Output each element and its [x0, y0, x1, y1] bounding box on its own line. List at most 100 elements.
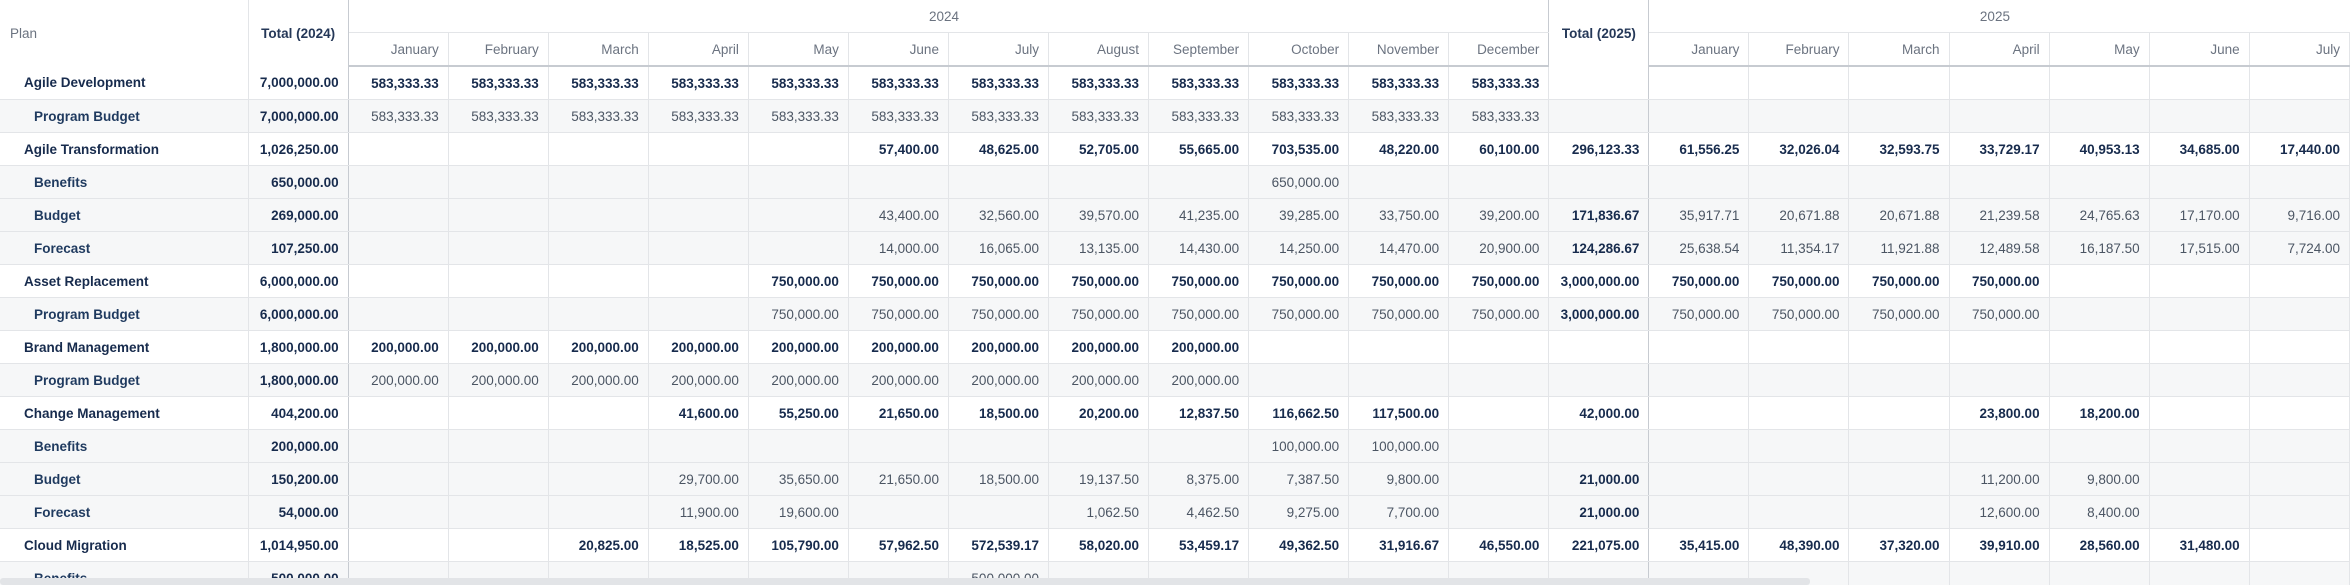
plan-name-cell[interactable]: Benefits	[0, 165, 249, 199]
month-value-cell[interactable]: 100,000.00	[1248, 429, 1350, 463]
month-value-cell[interactable]: 39,285.00	[1248, 198, 1350, 232]
total-2025-cell[interactable]: 3,000,000.00	[1548, 297, 1650, 331]
month-value-cell[interactable]	[2149, 330, 2250, 364]
month-value-cell[interactable]: 21,239.58	[1949, 198, 2050, 232]
plan-name-cell[interactable]: Change Management	[0, 396, 249, 430]
month-value-cell[interactable]: 21,650.00	[848, 396, 949, 430]
month-value-cell[interactable]	[1848, 165, 1950, 199]
month-value-cell[interactable]	[1448, 462, 1550, 496]
total-2025-cell[interactable]: 296,123.33	[1548, 132, 1650, 166]
month-value-cell[interactable]: 583,333.33	[448, 99, 549, 133]
plan-name-cell[interactable]: Budget	[0, 462, 249, 496]
month-value-cell[interactable]	[1748, 66, 1850, 100]
month-value-cell[interactable]	[448, 462, 549, 496]
month-value-cell[interactable]: 200,000.00	[648, 330, 749, 364]
month-value-cell[interactable]	[2049, 99, 2150, 133]
month-value-cell[interactable]	[1348, 165, 1450, 199]
total-2025-cell[interactable]: 21,000.00	[1548, 495, 1650, 529]
month-value-cell[interactable]: 200,000.00	[948, 363, 1050, 397]
total-2025-cell[interactable]	[1548, 99, 1650, 133]
month-value-cell[interactable]	[2249, 297, 2350, 331]
month-value-cell[interactable]	[1648, 66, 1750, 100]
month-value-cell[interactable]	[748, 198, 849, 232]
plan-sub-row[interactable]: Program Budget 7,000,000.00 583,333.33 583,…	[0, 99, 2350, 133]
total-2024-cell[interactable]: 650,000.00	[247, 165, 349, 199]
total-2024-cell[interactable]: 269,000.00	[247, 198, 349, 232]
total-2025-cell[interactable]: 221,075.00	[1548, 528, 1650, 562]
month-value-cell[interactable]	[1448, 363, 1550, 397]
month-value-cell[interactable]	[448, 231, 549, 265]
month-value-cell[interactable]	[448, 165, 549, 199]
month-value-cell[interactable]: 35,917.71	[1648, 198, 1750, 232]
month-value-cell[interactable]: 583,333.33	[548, 99, 649, 133]
month-value-cell[interactable]: 750,000.00	[1748, 297, 1850, 331]
month-value-cell[interactable]	[1848, 495, 1950, 529]
month-value-cell[interactable]: 750,000.00	[948, 297, 1050, 331]
month-value-cell[interactable]: 49,362.50	[1248, 528, 1350, 562]
month-value-cell[interactable]: 14,250.00	[1248, 231, 1350, 265]
month-value-cell[interactable]: 12,600.00	[1949, 495, 2050, 529]
month-value-cell[interactable]: 750,000.00	[1949, 264, 2050, 298]
month-value-cell[interactable]	[1648, 495, 1750, 529]
month-value-cell[interactable]	[1949, 561, 2050, 585]
month-value-cell[interactable]	[1448, 396, 1550, 430]
month-value-cell[interactable]: 55,250.00	[748, 396, 849, 430]
month-value-cell[interactable]: 200,000.00	[1148, 363, 1250, 397]
month-value-cell[interactable]: 48,625.00	[948, 132, 1050, 166]
month-value-cell[interactable]: 32,026.04	[1748, 132, 1850, 166]
total-2025-cell[interactable]: 124,286.67	[1548, 231, 1650, 265]
month-header-2025-march[interactable]: March	[1848, 32, 1950, 67]
plan-name-cell[interactable]: Agile Development	[0, 66, 249, 100]
total-2024-cell[interactable]: 54,000.00	[247, 495, 349, 529]
total-2025-cell[interactable]: 171,836.67	[1548, 198, 1650, 232]
month-value-cell[interactable]: 200,000.00	[448, 330, 549, 364]
month-value-cell[interactable]	[2049, 165, 2150, 199]
month-value-cell[interactable]: 583,333.33	[648, 99, 749, 133]
month-value-cell[interactable]: 32,560.00	[948, 198, 1050, 232]
month-value-cell[interactable]	[2149, 297, 2250, 331]
month-value-cell[interactable]: 750,000.00	[1148, 297, 1250, 331]
month-value-cell[interactable]: 9,716.00	[2249, 198, 2350, 232]
month-value-cell[interactable]	[748, 165, 849, 199]
month-value-cell[interactable]	[1748, 330, 1850, 364]
month-value-cell[interactable]	[1848, 561, 1950, 585]
month-value-cell[interactable]	[548, 264, 649, 298]
month-value-cell[interactable]: 583,333.33	[1048, 99, 1150, 133]
month-value-cell[interactable]	[2149, 99, 2250, 133]
month-value-cell[interactable]: 583,333.33	[448, 66, 549, 100]
month-value-cell[interactable]: 583,333.33	[1348, 99, 1450, 133]
month-value-cell[interactable]: 39,570.00	[1048, 198, 1150, 232]
month-value-cell[interactable]: 11,900.00	[648, 495, 749, 529]
month-value-cell[interactable]	[1848, 330, 1950, 364]
plan-name-cell[interactable]: Forecast	[0, 231, 249, 265]
month-value-cell[interactable]: 31,916.67	[1348, 528, 1450, 562]
month-value-cell[interactable]: 583,333.33	[1348, 66, 1450, 100]
month-value-cell[interactable]: 31,480.00	[2149, 528, 2250, 562]
month-value-cell[interactable]	[2149, 462, 2250, 496]
month-value-cell[interactable]: 583,333.33	[748, 66, 849, 100]
month-value-cell[interactable]	[548, 231, 649, 265]
month-value-cell[interactable]	[2149, 66, 2250, 100]
month-value-cell[interactable]: 583,333.33	[1448, 66, 1550, 100]
month-value-cell[interactable]: 200,000.00	[748, 330, 849, 364]
month-value-cell[interactable]: 7,387.50	[1248, 462, 1350, 496]
month-header-2025-july[interactable]: July	[2249, 32, 2350, 67]
month-value-cell[interactable]	[748, 231, 849, 265]
month-value-cell[interactable]	[648, 297, 749, 331]
month-value-cell[interactable]	[448, 198, 549, 232]
total-2025-cell[interactable]	[1548, 363, 1650, 397]
month-header-2025-june[interactable]: June	[2149, 32, 2250, 67]
month-value-cell[interactable]: 20,825.00	[548, 528, 649, 562]
month-value-cell[interactable]: 11,921.88	[1848, 231, 1950, 265]
month-value-cell[interactable]: 14,000.00	[848, 231, 949, 265]
month-value-cell[interactable]	[1448, 330, 1550, 364]
month-value-cell[interactable]	[548, 462, 649, 496]
month-header-2024-september[interactable]: September	[1148, 32, 1250, 67]
month-value-cell[interactable]	[1648, 429, 1750, 463]
month-value-cell[interactable]	[1949, 363, 2050, 397]
month-value-cell[interactable]: 7,724.00	[2249, 231, 2350, 265]
month-value-cell[interactable]: 39,200.00	[1448, 198, 1550, 232]
total-2024-cell[interactable]: 7,000,000.00	[247, 99, 349, 133]
month-value-cell[interactable]: 60,100.00	[1448, 132, 1550, 166]
month-value-cell[interactable]: 18,525.00	[648, 528, 749, 562]
